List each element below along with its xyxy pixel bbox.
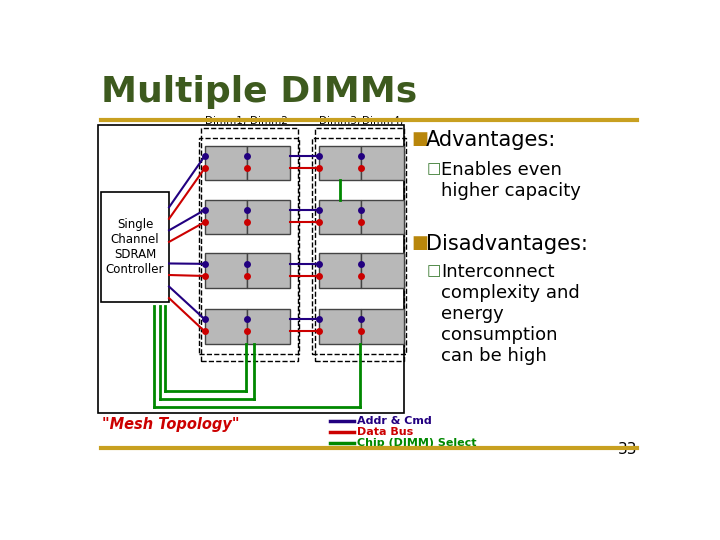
Bar bbox=[204, 253, 248, 288]
Bar bbox=[315, 128, 404, 361]
Bar bbox=[361, 309, 404, 343]
Bar bbox=[361, 200, 404, 234]
Text: Advantages:: Advantages: bbox=[426, 130, 556, 150]
Text: Dimm4,: Dimm4, bbox=[362, 117, 403, 126]
Bar bbox=[204, 309, 248, 343]
Bar bbox=[361, 253, 404, 288]
Text: Disadvantages:: Disadvantages: bbox=[426, 234, 588, 254]
Text: Dimm3,: Dimm3, bbox=[319, 117, 361, 126]
Bar bbox=[201, 128, 297, 361]
Bar bbox=[248, 309, 290, 343]
Text: □: □ bbox=[427, 264, 441, 279]
Bar bbox=[319, 309, 361, 343]
Text: "Mesh Topology": "Mesh Topology" bbox=[102, 417, 240, 433]
Text: Enables even
higher capacity: Enables even higher capacity bbox=[441, 161, 581, 200]
Bar bbox=[101, 192, 169, 302]
Bar bbox=[204, 200, 248, 234]
Bar bbox=[199, 138, 300, 354]
Text: Single
Channel
SDRAM
Controller: Single Channel SDRAM Controller bbox=[106, 218, 164, 276]
Bar bbox=[319, 146, 361, 180]
Text: Dimm1,: Dimm1, bbox=[205, 117, 247, 126]
Bar bbox=[248, 253, 290, 288]
Text: Chip (DIMM) Select: Chip (DIMM) Select bbox=[356, 438, 476, 448]
Text: Data Bus: Data Bus bbox=[356, 427, 413, 437]
Bar bbox=[248, 200, 290, 234]
Bar bbox=[98, 125, 404, 413]
Text: 33: 33 bbox=[618, 442, 637, 457]
Bar bbox=[248, 146, 290, 180]
Text: Dimm2: Dimm2 bbox=[250, 117, 287, 126]
Bar bbox=[312, 138, 406, 354]
Text: Interconnect
complexity and
energy
consumption
can be high: Interconnect complexity and energy consu… bbox=[441, 264, 580, 364]
Text: Addr & Cmd: Addr & Cmd bbox=[356, 416, 431, 426]
Bar bbox=[319, 200, 361, 234]
Bar bbox=[361, 146, 404, 180]
Text: □: □ bbox=[427, 161, 441, 176]
Text: Multiple DIMMs: Multiple DIMMs bbox=[101, 75, 417, 109]
Text: ■: ■ bbox=[412, 234, 428, 252]
Bar bbox=[319, 253, 361, 288]
Text: ■: ■ bbox=[412, 130, 428, 148]
Bar bbox=[204, 146, 248, 180]
